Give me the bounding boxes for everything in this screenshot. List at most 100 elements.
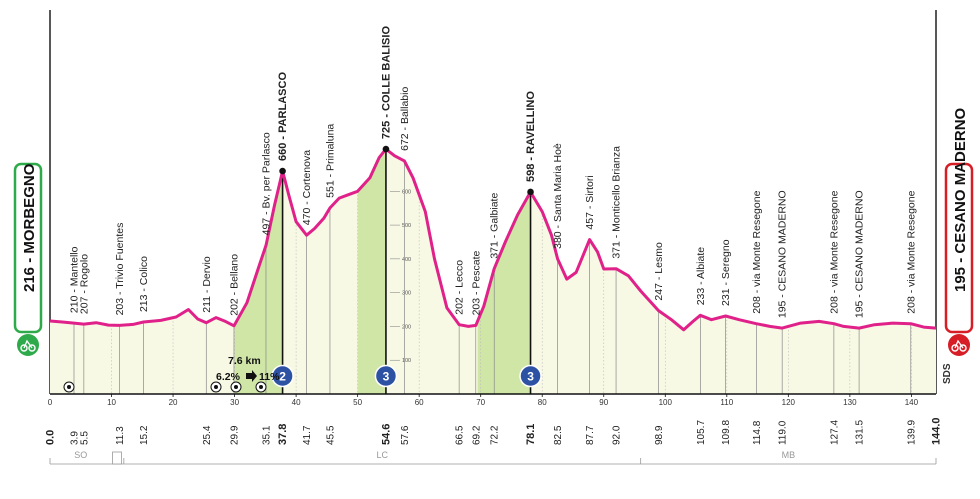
km-label: 41.7 (302, 425, 313, 445)
km-label: 119.0 (778, 420, 789, 445)
place-label: 497 - Bv. per Parlasco (260, 132, 272, 235)
climb-area-3 (477, 192, 531, 394)
start-bike-frame (23, 339, 33, 349)
x-tick-label: 70 (476, 398, 485, 407)
finish-bike-wheel (959, 344, 967, 352)
start-label: 216 - MORBEGNO (21, 163, 38, 292)
climb-area-2 (357, 149, 386, 394)
km-label: 131.5 (855, 420, 866, 445)
roundabout-icon-core (214, 385, 218, 389)
summit-dot-2 (382, 145, 390, 153)
km-label: 54.6 (380, 424, 392, 445)
km-label: 35.1 (261, 425, 272, 445)
x-tick-label: 30 (230, 398, 239, 407)
place-label: 672 - Ballabio (399, 87, 411, 151)
km-label: 69.2 (471, 425, 482, 445)
x-tick-label: 90 (599, 398, 608, 407)
start-box (13, 162, 43, 334)
km-label: 15.2 (139, 425, 150, 445)
place-label: 202 - Bellano (228, 254, 240, 316)
km-label: 82.5 (553, 425, 564, 445)
km-label: 5.5 (79, 431, 90, 445)
x-tick-label: 100 (659, 398, 673, 407)
place-label: 457 - Sirtori (584, 175, 596, 229)
km-label: 114.8 (752, 420, 763, 445)
place-label: 371 - Monticello Brianza (611, 146, 623, 259)
finish-label: 195 - CESANO MADERNO (952, 107, 969, 292)
place-label: 233 - Albiate (695, 247, 707, 306)
km-label: 139.9 (906, 420, 917, 445)
climb-category-number: 3 (527, 370, 534, 384)
finish-bike-frame (954, 339, 964, 349)
km-label: 0.0 (45, 430, 57, 445)
x-tick-label: 50 (353, 398, 362, 407)
feed-zone-icon-core (234, 385, 238, 389)
climb-category-number: 2 (279, 370, 286, 384)
gradient-length: 7.6 km (228, 355, 261, 367)
km-label: 37.8 (277, 424, 289, 445)
feed-zone-icon-core (67, 385, 71, 389)
km-label: 105.7 (696, 420, 707, 445)
climb-category-number: 3 (383, 370, 390, 384)
x-tick-label-zero: 0 (48, 398, 53, 407)
place-label: 203 - Trivio Fuentes (114, 223, 126, 316)
gradient-from: 6.2% (216, 371, 241, 383)
place-label: 551 - Primaluna (324, 124, 336, 198)
km-label: 109.8 (721, 420, 732, 445)
x-tick-label: 130 (843, 398, 857, 407)
climb-category-badge (519, 364, 542, 388)
km-label: 92.0 (612, 425, 623, 445)
summit-dot-1 (279, 167, 286, 175)
finish-bike-wheel (951, 344, 959, 352)
finish-badge-icon (948, 334, 970, 356)
place-label: 202 - Lecco (454, 260, 466, 315)
finish-box (944, 162, 974, 334)
place-label: 208 - via Monte Resegone (751, 190, 763, 313)
place-label: 203 - Pescate (470, 250, 482, 315)
elevation-tick-label: 200 (402, 324, 411, 330)
km-label: 25.4 (202, 425, 213, 445)
place-label: 725 - COLLE BALISIO (380, 26, 392, 140)
place-label: 371 - Galbiate (489, 193, 501, 259)
province-label: LC (376, 450, 388, 460)
place-label: 231 - Seregno (720, 239, 732, 306)
place-label: 247 - Lesmo (653, 242, 665, 301)
elevation-tick-label: 300 (402, 291, 411, 297)
elevation-tick-label: 400 (402, 257, 411, 263)
climb-category-badge (374, 364, 398, 388)
gradient-to: 11% (259, 371, 280, 383)
start-badge-icon (17, 334, 39, 356)
km-label: 57.6 (400, 425, 411, 445)
km-label: 29.9 (229, 425, 240, 445)
x-tick-label: 110 (720, 398, 733, 407)
place-label: 195 - CESANO MADERNO (854, 190, 866, 318)
start-bike-wheel (28, 344, 36, 352)
place-label: 208 - via Monte Resegone (828, 190, 840, 313)
x-tick-label: 20 (169, 398, 178, 407)
x-tick-label: 140 (905, 398, 919, 407)
x-tick-label: 60 (415, 398, 424, 407)
place-label: 210 - Mantello (68, 246, 80, 313)
climb-category-badge (271, 364, 294, 388)
x-tick-label: 80 (538, 398, 547, 407)
elevation-tick-label: 500 (402, 223, 411, 229)
x-tick-label: 120 (782, 398, 796, 407)
place-label: 211 - Dervio (201, 256, 213, 313)
km-label: 66.5 (455, 425, 466, 445)
place-label: 660 - PARLASCO (277, 72, 289, 161)
place-label: 213 - Colico (138, 256, 150, 312)
province-marker-icon (112, 451, 122, 465)
km-label: 144.0 (931, 417, 943, 445)
profile-line (49, 147, 937, 332)
summit-dot-3 (527, 188, 534, 196)
km-label: 45.5 (325, 425, 336, 445)
gradient-arrow-icon (246, 370, 257, 382)
province-label: MB (782, 450, 796, 460)
km-label: 98.9 (654, 425, 665, 445)
km-label: 3.9 (69, 431, 80, 445)
place-label: 598 - RAVELLINO (525, 91, 537, 182)
place-label: 207 - Rogolo (78, 254, 90, 314)
place-label: 470 - Cortenova (301, 150, 313, 225)
sds-label: SDS (942, 363, 953, 384)
